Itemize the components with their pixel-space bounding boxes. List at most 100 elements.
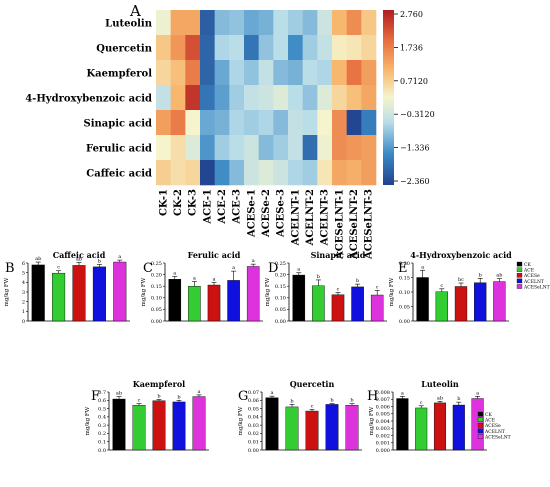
y-axis-label: mg/kg FW — [4, 277, 10, 306]
significance-letter-ck: a — [271, 390, 274, 396]
bar-acelnt — [227, 280, 240, 322]
y-tick-label: 0.008 — [376, 390, 390, 396]
y-tick-label: 0.2 — [98, 431, 106, 437]
significance-letter-aceselnt: ab — [496, 273, 502, 279]
significance-letter-acelnt: b — [479, 272, 482, 278]
legend-swatch-acelnt — [477, 428, 484, 434]
legend-label-aceselnt: ACESeLNT — [484, 434, 511, 440]
heatmap-cell-ferulic-acid-aceselnt-1 — [332, 135, 347, 161]
chart-title: Ferulic acid — [188, 250, 241, 260]
bar-ace — [285, 406, 299, 451]
y-tick-label: 0.002 — [376, 433, 390, 439]
y-tick-label: 4 — [22, 280, 25, 286]
significance-letter-acese: a — [213, 276, 216, 282]
heatmap-cell-luteolin-ck-1 — [156, 10, 171, 36]
colorbar-tick-label: −0.3120 — [400, 110, 435, 119]
heatmap-cell-quercetin-ace-2 — [214, 35, 230, 61]
heatmap-column-label: ACESeLNT-1 — [334, 189, 345, 260]
legend-swatch-ck — [516, 261, 523, 267]
heatmap-cell-luteolin-ace-2 — [214, 10, 230, 36]
bar-ace — [312, 285, 325, 322]
y-tick-label: 0.05 — [248, 406, 259, 412]
y-tick-label: 0.15 — [275, 284, 286, 290]
y-tick-label: 0.25 — [151, 261, 162, 267]
y-tick-label: 0.0 — [98, 448, 106, 454]
heatmap-row-label: Sinapic acid — [84, 119, 153, 130]
y-tick-label: 0.02 — [248, 431, 259, 437]
y-tick-label: 0.1 — [98, 440, 106, 446]
heatmap-cell-ferulic-acid-acese-2 — [258, 135, 274, 161]
bar-ck — [31, 264, 45, 322]
heatmap-cell-luteolin-aceselnt-2 — [346, 10, 362, 36]
significance-letter-acese: ab — [437, 395, 443, 401]
heatmap-row-labels: Luteolin Quercetin Kaempferol 4-Hydroxybenz… — [25, 19, 153, 180]
heatmap-cell-caffeic-acid-aceselnt-3 — [361, 160, 377, 186]
heatmap-cell-4-hydroxybenzoic-acid-acelnt-3 — [317, 85, 333, 111]
y-tick-label: 0.00 — [399, 319, 410, 325]
panel-letter-d: D — [268, 261, 278, 276]
bar-acese — [331, 294, 345, 322]
significance-letter-acese: ab — [76, 257, 82, 263]
heatmap-cell-caffeic-acid-ck-1 — [156, 160, 171, 186]
heatmap-cell-quercetin-aceselnt-2 — [346, 35, 362, 61]
heatmap-cell-4-hydroxybenzoic-acid-acese-2 — [258, 85, 274, 111]
y-tick-label: 0.00 — [248, 448, 259, 454]
y-tick-label: 0.006 — [376, 404, 390, 410]
colorbar-gradient — [383, 10, 394, 185]
y-tick-label: 0.000 — [376, 448, 390, 454]
bar-ck — [265, 397, 279, 451]
y-tick-label: 0.05 — [275, 307, 286, 313]
heatmap-cell-ferulic-acid-ck-2 — [170, 135, 186, 161]
legend-label-acelnt: ACELNT — [523, 279, 544, 285]
bar-acese — [207, 284, 221, 322]
bar-ck — [168, 279, 182, 322]
y-tick-label: 0.25 — [275, 261, 286, 267]
heatmap-cell-kaempferol-acelnt-1 — [288, 60, 303, 86]
colorbar-ticks: 2.760 1.736 0.7120 −0.3120 −1.336 −2.360 — [394, 10, 435, 186]
heatmap-cell-caffeic-acid-ace-3 — [229, 160, 245, 186]
heatmap-column-label: CK-2 — [173, 189, 184, 216]
significance-letter-ck: ab — [35, 256, 41, 262]
heatmap-cell-caffeic-acid-aceselnt-2 — [346, 160, 362, 186]
bar-aceselnt — [192, 396, 206, 451]
heatmap-colorbar: 2.760 1.736 0.7120 −0.3120 −1.336 −2.360 — [383, 10, 435, 186]
heatmap-cell-4-hydroxybenzoic-acid-ck-3 — [185, 85, 201, 111]
y-tick-label: 0.10 — [275, 296, 286, 302]
y-tick-label: 0.00 — [151, 319, 162, 325]
heatmap-cell-4-hydroxybenzoic-acid-acelnt-1 — [288, 85, 303, 111]
significance-letter-ck: a — [297, 267, 300, 273]
significance-letter-acelnt: b — [177, 394, 180, 400]
bar-acelnt — [92, 266, 106, 322]
heatmap-cell-caffeic-acid-ace-2 — [214, 160, 230, 186]
bar-ace — [435, 291, 448, 322]
heatmap-cell-ferulic-acid-aceselnt-3 — [361, 135, 377, 161]
heatmap-column-label: CK-3 — [188, 189, 199, 216]
heatmap-cell-caffeic-acid-acese-2 — [258, 160, 274, 186]
heatmap-cell-sinapic-acid-acelnt-3 — [317, 110, 333, 136]
significance-letter-acese: c — [337, 286, 340, 292]
bar-ck — [416, 277, 429, 322]
heatmap-cell-4-hydroxybenzoic-acid-acelnt-2 — [302, 85, 318, 111]
heatmap-column-label: ACESe-1 — [246, 189, 257, 238]
heatmap-column-label: ACESeLNT-3 — [364, 189, 375, 260]
bar-chart-4-hydroxybenzoic-acid: E4-Hydroxybenzoic acid 0.00 0.05 0.10 0.15 0.… — [389, 250, 512, 325]
colorbar-tick-label: 2.760 — [400, 10, 423, 19]
legend-swatch-ace — [516, 267, 523, 272]
y-axis-label: mg/kg FW — [369, 406, 375, 435]
heatmap-cell-luteolin-acese-1 — [244, 10, 259, 36]
y-tick-label: 0.003 — [376, 426, 390, 432]
significance-letter-ace: c — [57, 265, 60, 271]
heatmap-cell-ferulic-acid-aceselnt-2 — [346, 135, 362, 161]
bar-aceselnt — [246, 266, 260, 322]
y-tick-label: 0.07 — [248, 390, 259, 396]
y-tick-label: 0.15 — [399, 275, 410, 281]
y-tick-label: 0 — [22, 319, 25, 325]
significance-letter-ace: c — [138, 398, 141, 404]
heatmap-row-label: Kaempferol — [86, 69, 152, 80]
significance-letter-ace: b — [317, 274, 320, 280]
heatmap-column-label: ACELNT-3 — [320, 189, 331, 246]
heatmap-cell-ferulic-acid-ace-1 — [200, 135, 215, 161]
heatmap-cell-kaempferol-aceselnt-1 — [332, 60, 347, 86]
heatmap-cell-ferulic-acid-ck-3 — [185, 135, 201, 161]
